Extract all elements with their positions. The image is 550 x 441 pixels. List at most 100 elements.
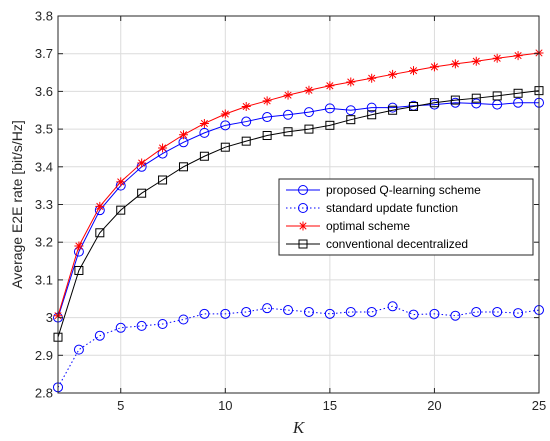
series-layer <box>53 48 544 393</box>
circle-marker <box>157 319 168 330</box>
square-marker <box>137 188 147 198</box>
legend-entry-4: conventional decentralized <box>286 237 468 251</box>
y-axis-label: Average E2E rate [bit/s/Hz] <box>9 120 25 289</box>
legend-label: standard update function <box>326 201 458 215</box>
circle-marker <box>345 105 356 116</box>
circle-marker <box>324 308 335 319</box>
circle-marker <box>345 306 356 317</box>
star-marker <box>158 143 168 153</box>
circle-marker <box>298 185 308 195</box>
circle-marker <box>262 303 273 314</box>
legend-label: conventional decentralized <box>326 237 468 251</box>
square-marker <box>220 142 230 152</box>
circle-marker <box>298 203 308 213</box>
circle-marker <box>366 102 377 113</box>
square-marker <box>178 162 188 172</box>
circle-marker <box>408 309 419 320</box>
legend-box <box>278 178 534 256</box>
star-marker <box>283 90 293 100</box>
x-tick-label: 25 <box>532 398 546 413</box>
circle-marker <box>241 306 252 317</box>
star-marker <box>199 118 209 128</box>
circle-marker <box>471 98 482 109</box>
square-marker <box>199 151 209 161</box>
x-tick-label: 20 <box>427 398 441 413</box>
square-marker <box>95 228 105 238</box>
y-tick-label: 2.9 <box>35 348 53 363</box>
circle-marker <box>73 344 84 355</box>
star-marker <box>241 101 251 111</box>
star-marker <box>95 201 105 211</box>
square-marker <box>346 115 356 125</box>
circle-marker <box>178 314 189 325</box>
circle-marker <box>492 306 503 317</box>
circle-marker <box>513 97 524 108</box>
square-marker <box>450 95 460 105</box>
circle-marker <box>220 120 231 131</box>
circle-marker <box>115 322 126 333</box>
x-tick-label: 10 <box>218 398 232 413</box>
y-tick-label: 3.8 <box>35 9 53 24</box>
square-marker <box>513 88 523 98</box>
y-tick-label: 3.5 <box>35 122 53 137</box>
star-marker <box>298 221 308 231</box>
square-marker <box>367 110 377 120</box>
circle-marker <box>241 116 252 127</box>
star-marker <box>450 59 460 69</box>
square-marker <box>304 124 314 134</box>
legend-entry-3: optimal scheme <box>286 219 410 233</box>
circle-marker <box>303 107 314 118</box>
star-marker <box>367 73 377 83</box>
series-line <box>57 90 540 338</box>
star-marker <box>409 66 419 76</box>
square-marker <box>158 175 168 185</box>
circle-marker <box>387 301 398 312</box>
y-tick-label: 3.2 <box>35 235 53 250</box>
star-marker <box>262 96 272 106</box>
star-marker <box>74 241 84 251</box>
axis-ticks: 5 10 15 20 25 2.8 2.9 3 3.1 3.2 3.3 3.4 3.5 3.6 3.7 3.8 <box>35 9 546 414</box>
star-marker <box>220 109 230 119</box>
y-tick-label: 3.6 <box>35 84 53 99</box>
star-marker <box>429 62 439 72</box>
x-axis-label: K <box>292 418 306 437</box>
circle-marker <box>450 310 461 321</box>
x-tick-label: 5 <box>117 398 124 413</box>
circle-marker <box>471 306 482 317</box>
star-marker <box>325 81 335 91</box>
circle-marker <box>429 308 440 319</box>
square-marker <box>388 105 398 115</box>
y-tick-label: 3.4 <box>35 159 53 174</box>
star-marker <box>471 56 481 66</box>
star-marker <box>304 85 314 95</box>
circle-marker <box>283 109 294 120</box>
circle-marker <box>136 320 147 331</box>
circle-marker <box>324 103 335 114</box>
y-tick-label: 2.8 <box>35 386 53 401</box>
star-marker <box>137 158 147 168</box>
circle-marker <box>199 308 210 319</box>
square-marker <box>283 127 293 137</box>
circle-marker <box>199 127 210 138</box>
square-marker <box>262 131 272 141</box>
legend-label: optimal scheme <box>326 219 410 233</box>
square-marker <box>298 239 308 249</box>
y-tick-label: 3.3 <box>35 197 53 212</box>
star-marker <box>388 69 398 79</box>
square-marker <box>116 205 126 215</box>
series-4 <box>53 86 544 342</box>
square-marker <box>471 93 481 103</box>
circle-marker <box>303 306 314 317</box>
y-tick-label: 3 <box>46 310 53 325</box>
y-tick-label: 3.1 <box>35 272 53 287</box>
star-marker <box>178 130 188 140</box>
series-line <box>57 305 540 388</box>
square-marker <box>241 136 251 146</box>
square-marker <box>492 91 502 101</box>
circle-marker <box>262 112 273 123</box>
square-marker <box>429 98 439 108</box>
legend-entry-2: standard update function <box>286 201 458 215</box>
square-marker <box>325 120 335 130</box>
square-marker <box>409 101 419 111</box>
